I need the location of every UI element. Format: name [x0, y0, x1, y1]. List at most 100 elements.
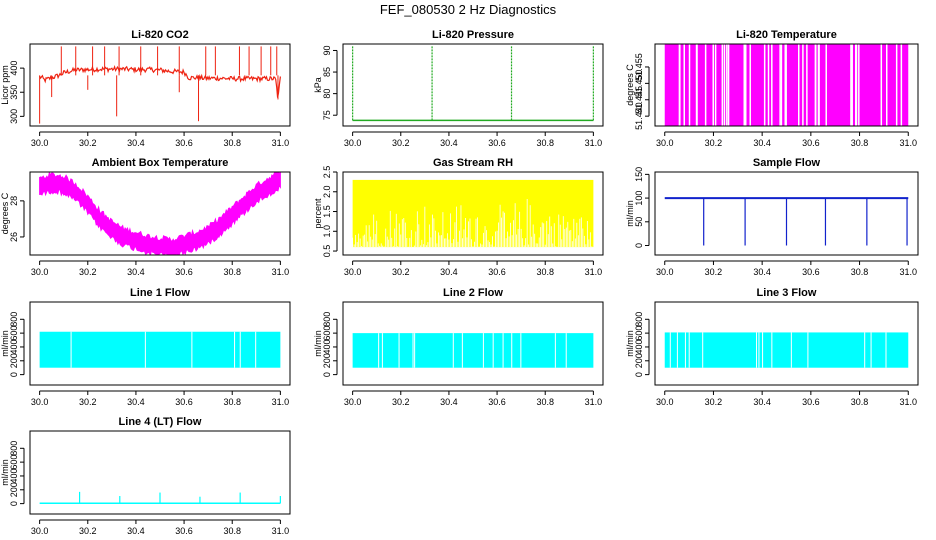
chart-title: Li-820 Pressure [432, 29, 514, 41]
plot-frame [29, 171, 291, 256]
y-tick-label: 200 [634, 353, 644, 368]
chart-title: Sample Flow [753, 157, 821, 169]
y-tick-label: 800 [322, 312, 332, 327]
x-tick-label: 30.6 [175, 526, 193, 536]
y-tick-label: 50 [634, 217, 644, 227]
x-tick-label: 30.0 [656, 267, 674, 277]
x-tick-label: 30.0 [656, 138, 674, 148]
x-tick-label: 31.0 [899, 267, 917, 277]
y-tick-label: 90 [322, 45, 332, 55]
y-tick-label: 400 [9, 468, 19, 483]
x-tick-label: 31.0 [899, 138, 917, 148]
chart-title: Gas Stream RH [433, 157, 513, 169]
y-tick-label: 0 [322, 372, 332, 377]
plot-data [39, 331, 281, 368]
x-tick-label: 30.6 [488, 397, 506, 407]
y-axis-label: Licor ppm [0, 65, 10, 105]
x-tick-label: 30.0 [344, 397, 362, 407]
y-tick-label: 51.445 [634, 86, 644, 114]
x-tick-label: 30.0 [344, 267, 362, 277]
chart-panel-line-2-flow: Line 2 Flow ml/min 30.0 30.2 30.4 30.6 30.8 31.… [313, 287, 604, 407]
chart-panel-li-820-temperature: Li-820 Temperature degrees C 30.0 30.2 30.4 3… [625, 29, 919, 148]
x-tick-label: 30.2 [392, 267, 410, 277]
y-tick-label: 600 [9, 326, 19, 341]
y-tick-label: 600 [322, 326, 332, 341]
x-tick-label: 30.4 [440, 397, 458, 407]
plot-frame [342, 171, 604, 256]
chart-panel-line-3-flow: Line 3 Flow ml/min 30.0 30.2 30.4 30.6 30.8 31.… [625, 287, 919, 407]
y-axis-label: ml/min [0, 459, 10, 486]
y-tick-label: 0.5 [322, 245, 332, 258]
y-tick-label: 2.5 [322, 166, 332, 179]
chart-title: Li-820 CO2 [131, 29, 188, 41]
x-tick-label: 30.8 [851, 138, 869, 148]
x-tick-label: 30.0 [31, 138, 49, 148]
chart-title: Line 3 Flow [757, 287, 817, 299]
y-tick-label: 800 [9, 441, 19, 456]
x-tick-label: 30.6 [488, 138, 506, 148]
y-tick-label: 75 [322, 110, 332, 120]
plot-data [39, 46, 281, 124]
y-tick-label: 150 [634, 167, 644, 182]
y-tick-label: 0 [9, 372, 19, 377]
x-tick-label: 30.0 [31, 397, 49, 407]
chart-title: Ambient Box Temperature [92, 157, 229, 169]
chart-title: Li-820 Temperature [736, 29, 837, 41]
chart-panel-line-4-lt-flow: Line 4 (LT) Flow ml/min 30.0 30.2 30.4 30.6 30… [0, 416, 291, 536]
plot-frame [654, 43, 919, 127]
x-tick-label: 30.2 [79, 267, 97, 277]
y-tick-label: 200 [9, 482, 19, 497]
x-tick-label: 30.8 [536, 267, 554, 277]
page-title: FEF_080530 2 Hz Diagnostics [379, 2, 557, 17]
plot-frame [654, 171, 919, 256]
plot-data [39, 172, 281, 255]
plot-frame [654, 301, 919, 386]
x-tick-label: 31.0 [585, 138, 603, 148]
x-tick-label: 30.8 [851, 267, 869, 277]
y-tick-label: 51.450 [634, 70, 644, 98]
data-band [352, 333, 594, 368]
y-tick-label: 1.5 [322, 205, 332, 218]
x-tick-label: 30.6 [175, 397, 193, 407]
x-tick-label: 30.0 [31, 267, 49, 277]
plot-data [352, 46, 594, 122]
x-tick-label: 31.0 [272, 397, 290, 407]
chart-panel-sample-flow: Sample Flow ml/min 30.0 30.2 30.4 30.6 30.8 31.… [625, 157, 919, 277]
y-tick-label: 400 [634, 339, 644, 354]
x-tick-label: 30.8 [223, 397, 241, 407]
y-tick-label: 51.455 [634, 53, 644, 81]
x-tick-label: 30.4 [127, 397, 145, 407]
x-tick-label: 31.0 [899, 397, 917, 407]
chart-title: Line 1 Flow [130, 287, 190, 299]
plot-data [664, 332, 909, 368]
x-tick-label: 30.8 [536, 397, 554, 407]
y-axis-label: degrees C [625, 64, 635, 106]
plot-frame [342, 43, 604, 127]
y-tick-label: 2.0 [322, 186, 332, 199]
plot-frame [29, 430, 291, 515]
x-tick-label: 31.0 [585, 267, 603, 277]
y-tick-label: 600 [9, 455, 19, 470]
y-tick-label: 350 [9, 85, 19, 100]
y-axis-label: degrees C [0, 192, 10, 234]
x-tick-label: 30.4 [440, 267, 458, 277]
plot-data [39, 491, 281, 505]
x-tick-label: 30.2 [79, 397, 97, 407]
x-tick-label: 30.4 [127, 526, 145, 536]
y-axis-label: kPa [313, 77, 323, 93]
x-tick-label: 30.0 [31, 526, 49, 536]
x-tick-label: 30.8 [223, 267, 241, 277]
x-tick-label: 30.2 [79, 526, 97, 536]
x-tick-label: 30.2 [392, 138, 410, 148]
co2-series-line [39, 65, 281, 98]
y-axis-label: ml/min [625, 330, 635, 357]
y-tick-label: 200 [322, 353, 332, 368]
plot-frame [29, 43, 291, 127]
x-tick-label: 30.6 [488, 267, 506, 277]
plot-frame [342, 301, 604, 386]
y-tick-label: 85 [322, 67, 332, 77]
chart-panel-ambient-box-temperature: Ambient Box Temperature degrees C 30.0 30.2… [0, 157, 291, 277]
temperature-band [39, 172, 281, 255]
x-tick-label: 30.8 [536, 138, 554, 148]
y-tick-label: 400 [322, 339, 332, 354]
